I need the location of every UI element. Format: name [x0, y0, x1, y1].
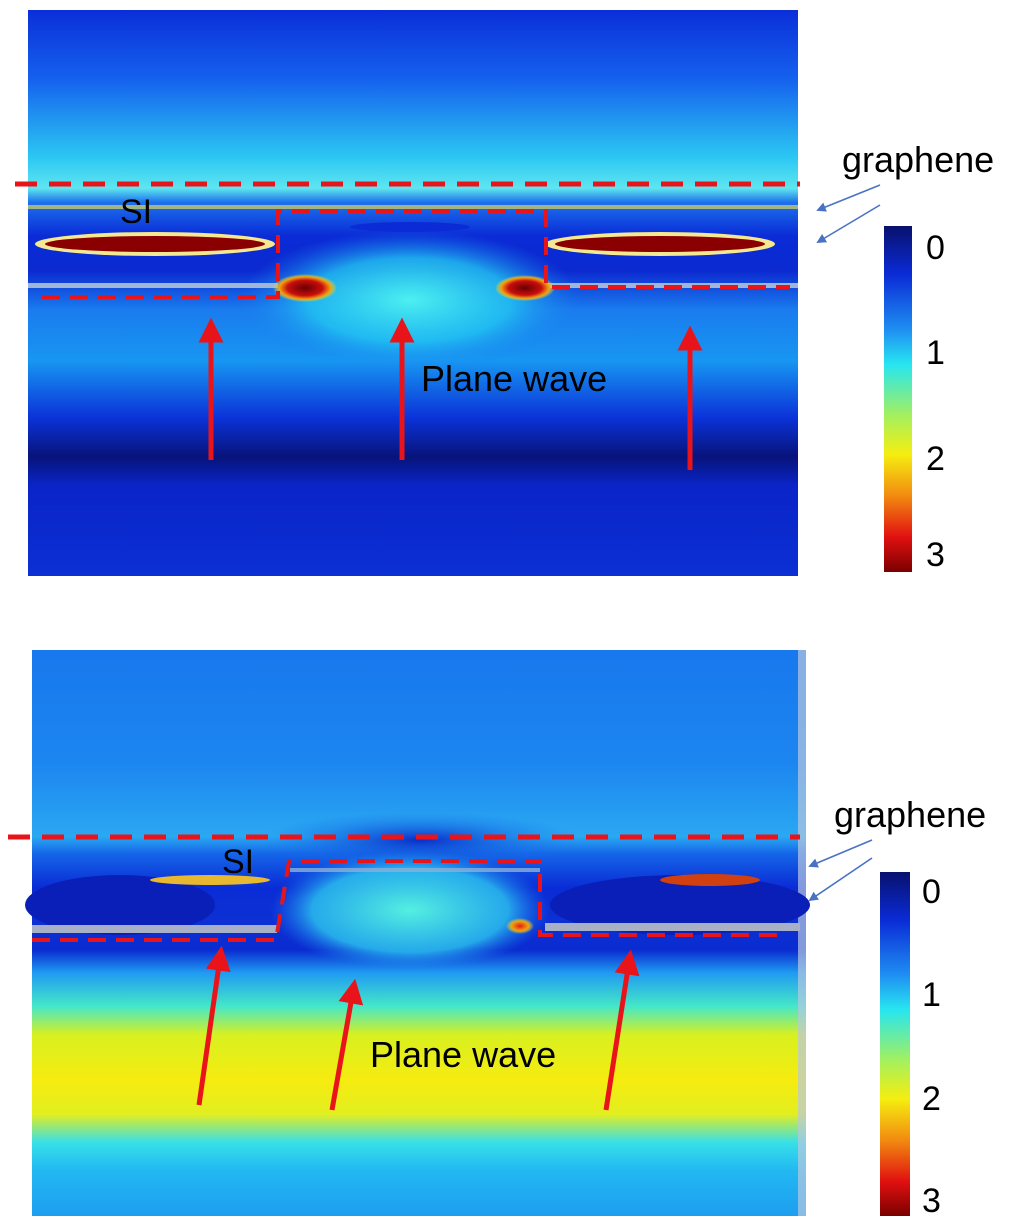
colorbar-tick-label: 3	[922, 1182, 941, 1219]
colorbar-tick-label: 0	[926, 229, 945, 267]
graphene-layer-line	[290, 868, 540, 872]
colorbar	[880, 872, 910, 1216]
field-map-bottom-svg: SI Plane wave graphene 0 1 2 3	[8, 650, 986, 1219]
graphene-pointer-arrow	[808, 857, 873, 902]
graphene-label: graphene	[834, 794, 986, 835]
colorbar-tick-label: 1	[922, 976, 941, 1014]
field-hotspot	[350, 222, 470, 232]
dashed-structure-outline	[42, 209, 790, 299]
graphene-layer-line	[28, 205, 798, 209]
field-dark-region	[25, 875, 215, 935]
field-map-panel-bottom: SI Plane wave graphene 0 1 2 3	[0, 640, 1032, 1219]
field-hotspot	[506, 918, 534, 934]
graphene-pointer-arrow	[816, 184, 881, 212]
incident-arrow	[196, 945, 231, 1106]
incident-arrow	[603, 949, 640, 1111]
graphene-layer-line	[545, 923, 800, 931]
field-map-top-svg: SI Plane wave graphene 0 1 2 3	[15, 10, 994, 576]
field-map-edge	[798, 650, 806, 1216]
graphene-layer-line	[32, 925, 277, 933]
graphene-pointer-arrow	[808, 839, 873, 868]
field-hotspot	[150, 875, 270, 885]
colorbar	[884, 226, 912, 572]
field-hotspot	[495, 275, 555, 301]
structure-label: SI	[120, 193, 152, 231]
graphene-pointer-arrow	[816, 204, 881, 243]
plane-wave-label: Plane wave	[421, 358, 607, 399]
incident-arrow	[329, 978, 364, 1111]
field-hotspot	[660, 874, 760, 886]
colorbar-tick-label: 2	[926, 440, 945, 478]
graphene-label: graphene	[842, 139, 994, 180]
colorbar-tick-label: 2	[922, 1080, 941, 1118]
colorbar-tick-label: 3	[926, 536, 945, 574]
field-hotspot	[45, 236, 265, 252]
colorbar-tick-label: 1	[926, 334, 945, 372]
field-glow-center	[270, 850, 550, 970]
field-glow-center	[240, 230, 580, 370]
field-map-panel-top: SI Plane wave graphene 0 1 2 3	[0, 0, 1032, 600]
field-hotspot	[555, 236, 765, 252]
structure-label: SI	[222, 843, 254, 881]
field-glow-top	[260, 812, 580, 868]
plane-wave-label: Plane wave	[370, 1034, 556, 1075]
dashed-structure-outline	[32, 859, 782, 942]
field-dark-region	[550, 875, 810, 935]
graphene-layer-line	[28, 283, 278, 288]
field-hotspot	[273, 274, 337, 302]
colorbar-tick-label: 0	[922, 873, 941, 911]
